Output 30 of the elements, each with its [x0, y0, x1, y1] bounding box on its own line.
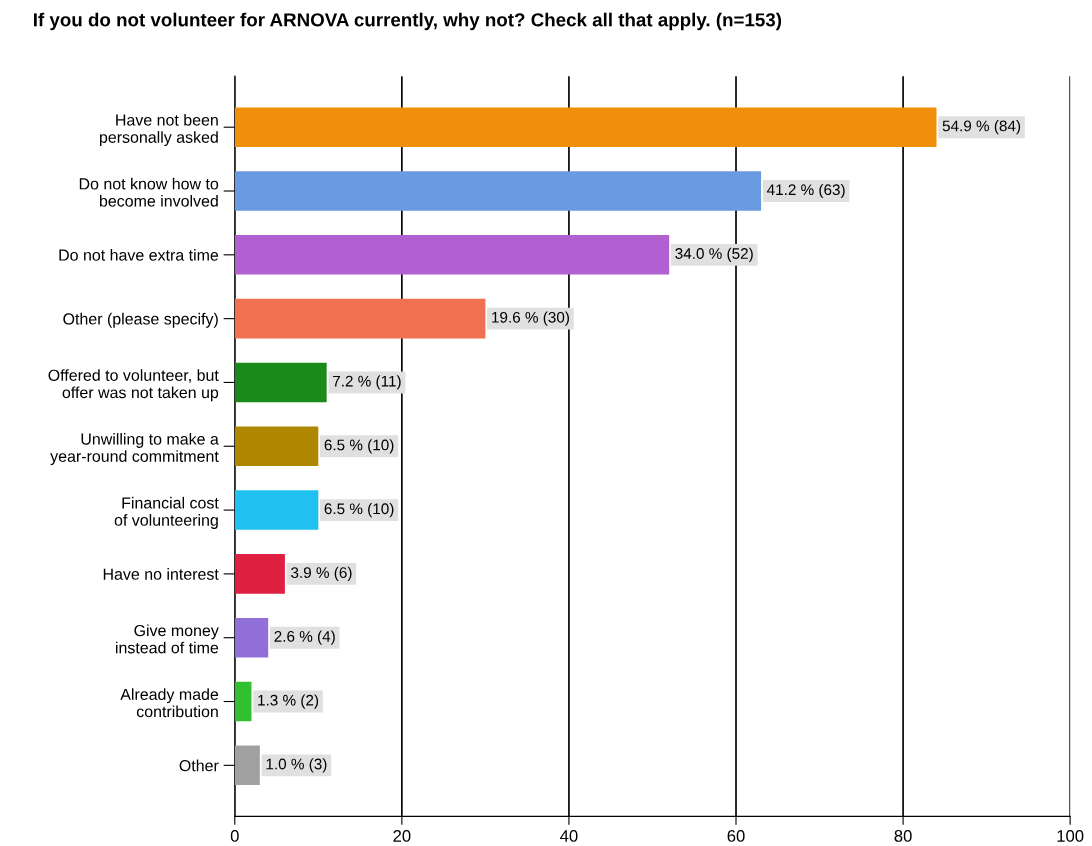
x-tick-label: 100	[1057, 830, 1084, 842]
bar	[234, 681, 252, 722]
data-label: 41.2 % (63)	[766, 183, 845, 199]
data-label: 6.5 % (10)	[324, 502, 394, 518]
data-label: 2.6 % (4)	[274, 630, 335, 645]
y-tick-label: Have not been personally asked	[99, 113, 218, 147]
y-tick-label: Already made contribution	[120, 688, 219, 718]
data-label: 34.0 % (52)	[675, 247, 753, 262]
data-label: 6.5 % (10)	[324, 439, 394, 454]
data-label: 54.9 % (84)	[942, 120, 1021, 135]
y-tick-label: Do not know how to become involved	[79, 177, 219, 207]
x-tick-label: 80	[894, 830, 912, 842]
data-label: 7.2 % (11)	[333, 375, 401, 390]
y-tick-label: Other (please specify)	[63, 312, 218, 328]
data-label: 1.0 % (3)	[266, 758, 327, 773]
x-tick-label: 60	[727, 830, 745, 842]
y-tick-label: Unwilling to make a year-round commitment	[50, 433, 219, 466]
data-label: 1.3 % (2)	[258, 694, 319, 709]
x-tick-label: 0	[230, 830, 239, 842]
x-tick-label: 40	[560, 830, 578, 842]
data-label: 19.6 % (30)	[492, 311, 569, 326]
y-tick-label: Give money instead of time	[116, 624, 219, 654]
y-tick-label: Do not have extra time	[59, 249, 219, 261]
y-tick-label: Have no interest	[103, 568, 219, 580]
y-tick-label: Other	[179, 759, 219, 772]
x-tick-label: 20	[393, 830, 411, 842]
chart-title: If you do not volunteer for ARNOVA currently, why not? Check all that apply. (n=153)	[34, 12, 782, 31]
data-label: 3.9 % (6)	[291, 566, 352, 582]
y-tick-label: Financial cost of volunteering	[114, 496, 219, 529]
y-tick-label: Offered to volunteer, but offer was not taken up	[48, 369, 219, 402]
